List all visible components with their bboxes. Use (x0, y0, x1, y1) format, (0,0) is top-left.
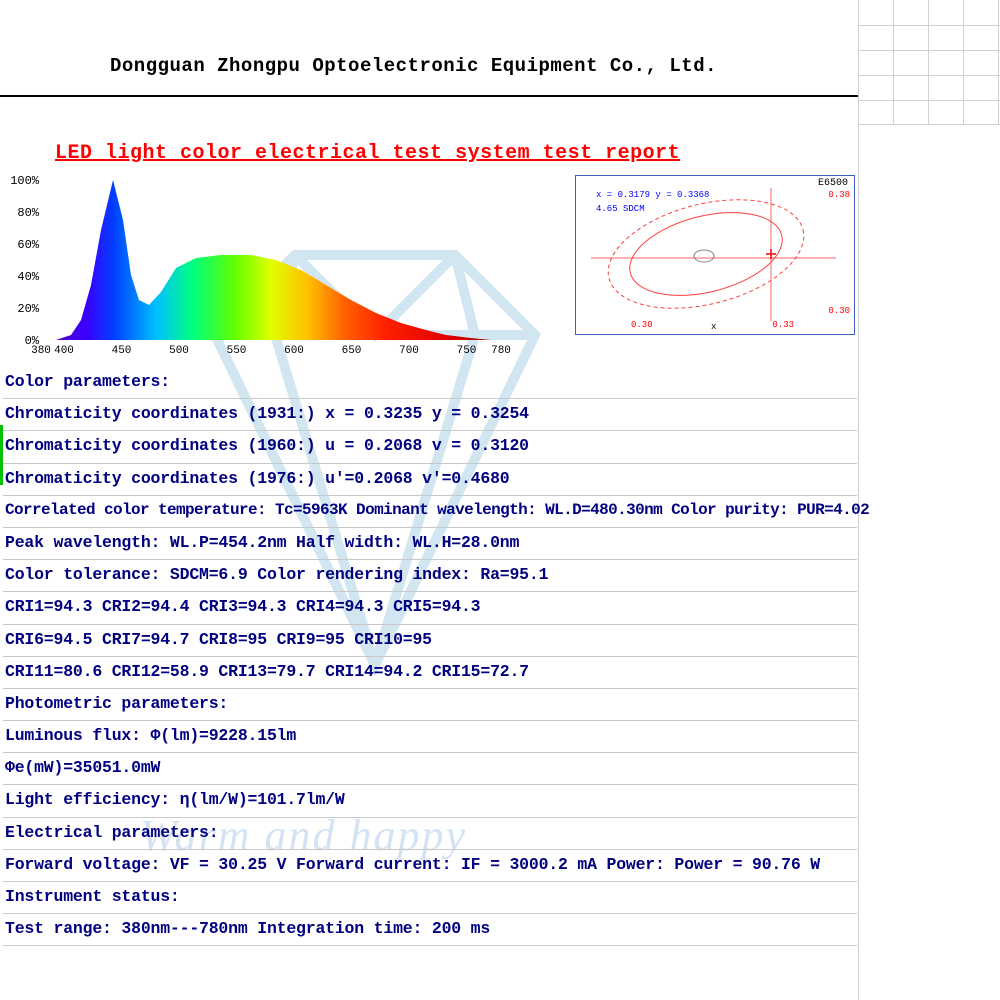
spreadsheet-grid (858, 0, 1000, 125)
data-row: Color tolerance: SDCM=6.9 Color renderin… (3, 560, 857, 592)
chromaticity-chart: E6500 x = 0.3179 y = 0.3368 4.65 SDCM 0.… (575, 175, 855, 335)
data-row: Electrical parameters: (3, 818, 857, 850)
xtick: 700 (399, 345, 419, 357)
ytick: 100% (5, 174, 39, 188)
xtick: 500 (169, 345, 189, 357)
xtick: 550 (227, 345, 247, 357)
company-name: Dongguan Zhongpu Optoelectronic Equipmen… (110, 55, 717, 77)
ytick: 20% (5, 302, 39, 316)
data-row: Chromaticity coordinates (1931:) x = 0.3… (3, 399, 857, 431)
xtick: 450 (112, 345, 132, 357)
xtick: 780 (491, 345, 511, 357)
report-title: LED light color electrical test system t… (55, 142, 680, 165)
xtick: 400 (54, 345, 74, 357)
data-row: Photometric parameters: (3, 689, 857, 721)
edge-marker (0, 425, 3, 485)
header-rule (0, 95, 858, 97)
data-row: Color parameters: (3, 367, 857, 399)
data-row: Light efficiency: η(lm/W)=101.7lm/W (3, 785, 857, 817)
data-row: CRI11=80.6 CRI12=58.9 CRI13=79.7 CRI14=9… (3, 657, 857, 689)
parameter-rows: Color parameters:Chromaticity coordinate… (3, 367, 857, 946)
data-row: Chromaticity coordinates (1976:) u'=0.20… (3, 464, 857, 496)
data-row: Correlated color temperature: Tc=5963K D… (3, 496, 857, 528)
ytick: 40% (5, 270, 39, 284)
xtick: 650 (342, 345, 362, 357)
xtick: 600 (284, 345, 304, 357)
data-row: Φe(mW)=35051.0mW (3, 753, 857, 785)
data-row: Forward voltage: VF = 30.25 V Forward cu… (3, 850, 857, 882)
data-row: Luminous flux: Φ(lm)=9228.15lm (3, 721, 857, 753)
data-row: Test range: 380nm---780nm Integration ti… (3, 914, 857, 946)
data-row: CRI1=94.3 CRI2=94.4 CRI3=94.3 CRI4=94.3 … (3, 592, 857, 624)
ytick: 80% (5, 206, 39, 220)
data-row: Instrument status: (3, 882, 857, 914)
ytick: 60% (5, 238, 39, 252)
data-row: Peak wavelength: WL.P=454.2nm Half width… (3, 528, 857, 560)
data-row: Chromaticity coordinates (1960:) u = 0.2… (3, 431, 857, 463)
data-row: CRI6=94.5 CRI7=94.7 CRI8=95 CRI9=95 CRI1… (3, 625, 857, 657)
spectrum-chart: 100%80%60%40%20%0% 380400450500550600650… (5, 180, 505, 355)
xtick: 750 (457, 345, 477, 357)
xtick: 380 (31, 345, 51, 357)
